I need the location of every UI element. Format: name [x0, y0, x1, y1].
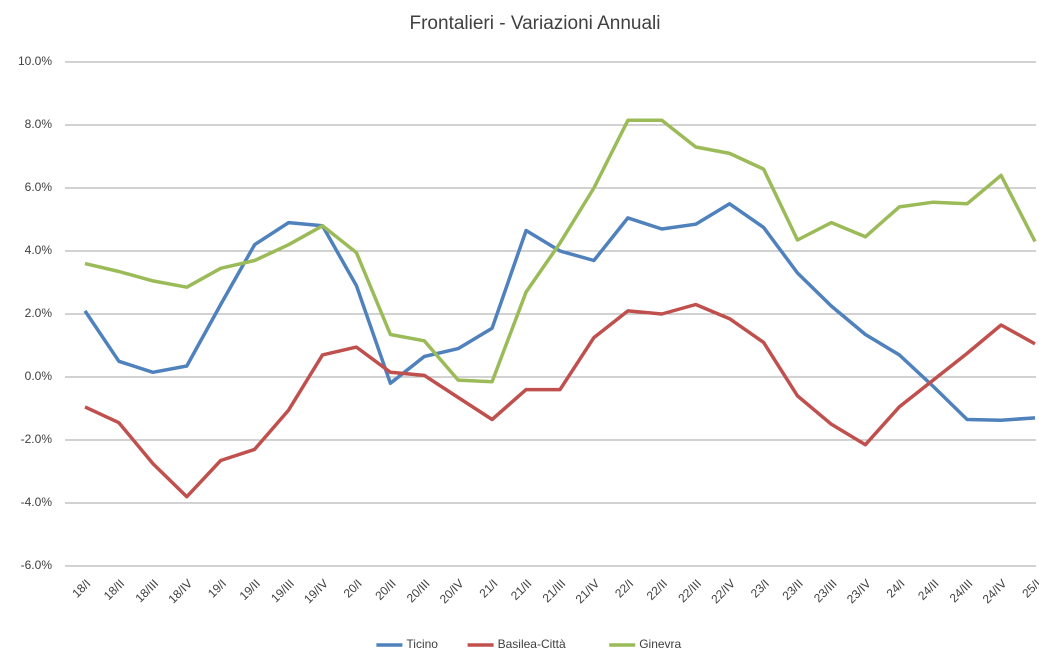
chart-title: Frontalieri - Variazioni Annuali: [410, 13, 661, 34]
x-tick-label: 19/II: [237, 576, 263, 602]
x-tick-label: 19/III: [268, 576, 297, 605]
x-tick-label: 21/I: [476, 576, 500, 600]
x-tick-label: 21/II: [508, 576, 534, 602]
x-tick-label: 24/I: [884, 576, 908, 600]
legend-label: Ginevra: [639, 637, 681, 651]
x-tick-label: 20/III: [404, 576, 433, 605]
x-tick-label: 24/IV: [980, 576, 1010, 606]
x-tick-label: 23/IV: [844, 576, 874, 606]
x-tick-label: 19/IV: [301, 576, 331, 606]
x-tick-label: 22/III: [675, 576, 704, 605]
x-tick-label: 20/IV: [437, 576, 467, 606]
x-tick-label: 20/II: [372, 576, 398, 602]
x-tick-label: 21/III: [540, 576, 569, 605]
x-tick-label: 23/I: [748, 576, 772, 600]
x-tick-label: 18/IV: [165, 576, 195, 606]
series-line: [84, 302, 1036, 499]
y-tick-label: 10.0%: [18, 54, 52, 68]
y-tick-label: 8.0%: [25, 117, 53, 131]
x-tick-label: 18/I: [69, 576, 93, 600]
x-tick-label: 24/III: [947, 576, 976, 605]
x-tick-label: 22/II: [644, 576, 670, 602]
x-tick-label: 21/IV: [573, 576, 603, 606]
y-tick-label: -4.0%: [21, 495, 53, 509]
x-tick-label: 23/II: [779, 576, 805, 602]
y-tick-label: 0.0%: [25, 369, 53, 383]
series-line: [84, 118, 1037, 384]
y-tick-label: -6.0%: [21, 558, 53, 572]
x-tick-label: 22/IV: [708, 576, 738, 606]
legend-label: Ticino: [406, 637, 438, 651]
x-tick-label: 25/I: [1019, 576, 1039, 600]
x-tick-label: 20/I: [341, 576, 365, 600]
y-tick-label: 2.0%: [25, 306, 53, 320]
x-tick-label: 22/I: [612, 576, 636, 600]
y-tick-label: 4.0%: [25, 243, 53, 257]
x-tick-label: 18/III: [132, 576, 161, 605]
legend-label: Basilea-Città: [498, 637, 566, 651]
x-tick-label: 24/II: [915, 576, 941, 602]
y-tick-label: 6.0%: [25, 180, 53, 194]
x-tick-label: 23/III: [811, 576, 840, 605]
x-tick-label: 19/I: [205, 576, 229, 600]
x-tick-label: 18/II: [101, 576, 127, 602]
y-tick-label: -2.0%: [21, 432, 53, 446]
